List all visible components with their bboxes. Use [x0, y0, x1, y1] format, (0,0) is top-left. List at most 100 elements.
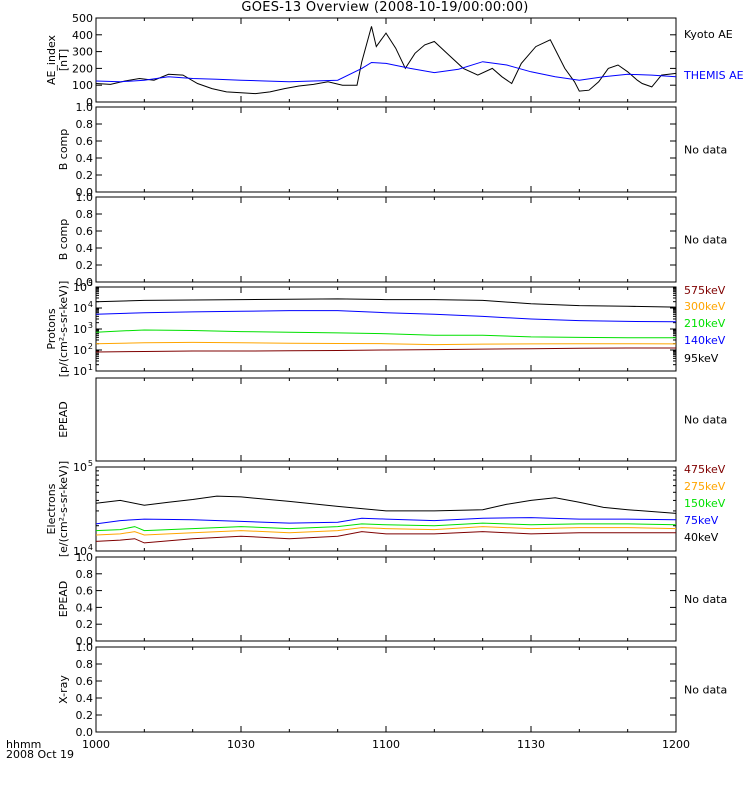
x-axis-tick-label: 1100: [372, 738, 400, 751]
protons-legend-140kev: 140keV: [684, 334, 726, 347]
xray-ytick-label: 0.8: [76, 658, 94, 671]
protons-series-210kev: [95, 329, 676, 339]
xray-no-data-label: No data: [684, 684, 727, 697]
protons-series-300kev: [95, 341, 677, 346]
xray-panel-frame: [95, 646, 677, 733]
xray-ylabel: X-ray: [57, 675, 70, 704]
chart-title: GOES-13 Overview (2008-10-19/00:00:00): [241, 0, 529, 15]
protons-series-140kev: [95, 310, 677, 323]
electrons-ytick-exponent: 4: [88, 543, 93, 552]
protons-ytick-label: 10: [73, 281, 87, 294]
epead1-ylabel: EPEAD: [57, 401, 70, 438]
epead1-no-data-label: No data: [684, 414, 727, 427]
b2-ytick-label: 0.6: [76, 225, 94, 238]
ae-panel-frame: [95, 17, 677, 103]
electrons-panel-frame: [95, 466, 677, 552]
b2-ytick-label: 0.4: [76, 242, 94, 255]
ae-ytick-label: 500: [72, 12, 93, 25]
b1-ytick-label: 1.0: [76, 101, 94, 114]
b2-ylabel: B comp: [57, 219, 70, 261]
b2-ytick-label: 0.2: [76, 259, 94, 272]
epead1-panel-frame: [95, 377, 677, 462]
protons-ytick-exponent: 1: [88, 363, 93, 372]
x-axis-tick-label: 1000: [82, 738, 110, 751]
electrons-series-40kev: [95, 495, 677, 514]
electrons-series-150kev: [95, 522, 677, 532]
b2-panel-frame: [95, 196, 677, 283]
b1-ylabel: B comp: [57, 129, 70, 171]
protons-legend-300kev: 300keV: [684, 300, 726, 313]
b1-ytick-label: 0.2: [76, 169, 94, 182]
ae-legend-themis-ae: THEMIS AE: [683, 69, 744, 82]
electrons-legend-475kev: 475keV: [684, 463, 726, 476]
ae-ytick-label: 200: [72, 62, 93, 75]
b1-ytick-label: 0.8: [76, 118, 94, 131]
protons-legend-575kev: 575keV: [684, 284, 726, 297]
electrons-ytick-label: 10: [73, 545, 87, 558]
xray-ytick-label: 0.0: [76, 726, 94, 739]
electrons-ytick-label: 10: [73, 461, 87, 474]
protons-legend-210kev: 210keV: [684, 317, 726, 330]
x-axis-tick-label: 1200: [662, 738, 690, 751]
protons-ytick-exponent: 2: [88, 342, 93, 351]
protons-ytick-label: 10: [73, 365, 87, 378]
b1-ytick-label: 0.0: [76, 186, 94, 199]
protons-series-575kev: [95, 347, 676, 353]
ae-ytick-label: 400: [72, 29, 93, 42]
b2-no-data-label: No data: [684, 234, 727, 247]
ae-ylabel: AE_index: [45, 34, 58, 85]
epead2-ytick-label: 0.4: [76, 601, 94, 614]
epead2-ytick-label: 0.6: [76, 585, 94, 598]
epead2-no-data-label: No data: [684, 593, 727, 606]
electrons-legend-75kev: 75keV: [684, 514, 719, 527]
protons-ytick-exponent: 3: [88, 321, 93, 330]
xray-ytick-label: 0.4: [76, 692, 94, 705]
b1-ytick-label: 0.4: [76, 152, 94, 165]
b1-ytick-label: 0.6: [76, 135, 94, 148]
xray-ytick-label: 0.2: [76, 709, 94, 722]
ae-ytick-label: 100: [72, 79, 93, 92]
ae-legend-kyoto-ae: Kyoto AE: [684, 28, 733, 41]
ae-series-themis-ae: [95, 61, 677, 83]
protons-ytick-exponent: 5: [88, 279, 93, 288]
b2-ytick-label: 0.8: [76, 208, 94, 221]
epead2-ytick-label: 1.0: [76, 551, 94, 564]
protons-series-95kev: [95, 298, 677, 308]
electrons-series-475kev: [95, 531, 676, 544]
electrons-ytick-exponent: 5: [88, 459, 93, 468]
electrons-ylabel: [e/(cm²-s-sr-keV)]: [57, 461, 70, 557]
xray-ytick-label: 0.6: [76, 675, 94, 688]
ae-ytick-label: 0: [86, 96, 93, 109]
ae-ylabel: [nT]: [57, 49, 70, 71]
protons-ytick-label: 10: [73, 323, 87, 336]
electrons-series-75kev: [95, 517, 677, 525]
protons-legend-95kev: 95keV: [684, 352, 719, 365]
b2-ytick-label: 0.0: [76, 276, 94, 289]
ae-ytick-label: 300: [72, 46, 93, 59]
protons-ylabel: Protons: [45, 308, 58, 349]
electrons-series-275kev: [95, 526, 677, 536]
xray-ytick-label: 1.0: [76, 641, 94, 654]
protons-ytick-exponent: 4: [88, 300, 93, 309]
protons-ytick-label: 10: [73, 344, 87, 357]
x-axis-unit-label: hhmm: [6, 738, 41, 751]
epead2-ytick-label: 0.0: [76, 635, 94, 648]
epead2-ytick-label: 0.8: [76, 568, 94, 581]
b2-ytick-label: 1.0: [76, 191, 94, 204]
electrons-legend-275kev: 275keV: [684, 480, 726, 493]
electrons-ylabel: Electrons: [45, 483, 58, 534]
b1-panel-frame: [95, 106, 677, 193]
electrons-legend-150kev: 150keV: [684, 497, 726, 510]
protons-ytick-label: 10: [73, 302, 87, 315]
x-axis-date-label: 2008 Oct 19: [6, 748, 74, 761]
electrons-legend-40kev: 40keV: [684, 531, 719, 544]
protons-ylabel: [p/(cm²-s-sr-keV)]: [57, 281, 70, 378]
ae-series-kyoto-ae: [95, 26, 677, 95]
x-axis-tick-label: 1130: [517, 738, 545, 751]
epead2-ylabel: EPEAD: [57, 581, 70, 618]
b1-no-data-label: No data: [684, 144, 727, 157]
epead2-ytick-label: 0.2: [76, 618, 94, 631]
x-axis-tick-label: 1030: [227, 738, 255, 751]
epead2-panel-frame: [95, 556, 677, 642]
